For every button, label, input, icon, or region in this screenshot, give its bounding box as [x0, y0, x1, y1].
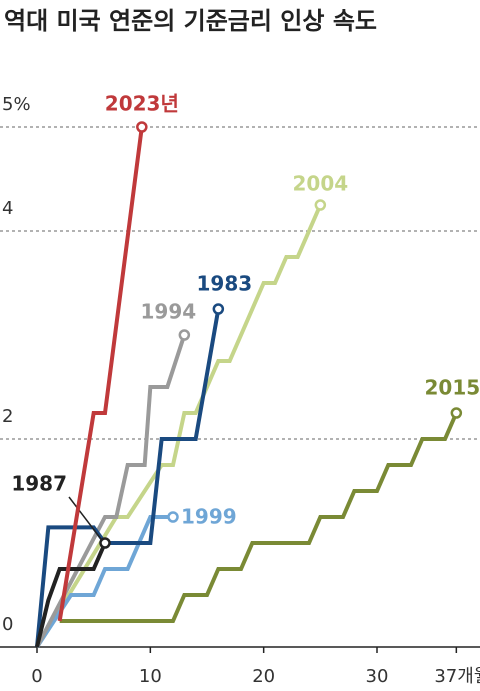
- end-point: [314, 199, 327, 211]
- end-point: [99, 537, 111, 549]
- end-point: [450, 407, 463, 419]
- end-point: [136, 121, 148, 133]
- end-point: [212, 303, 225, 315]
- series-line: [59, 412, 459, 623]
- end-point: [178, 329, 191, 341]
- end-point: [167, 511, 179, 523]
- series-label: 2004: [292, 172, 348, 196]
- y-tick-label: 5%: [2, 94, 31, 115]
- x-tick-label: 30: [366, 666, 389, 687]
- x-tick-label: 37개월: [434, 666, 480, 687]
- series-label: 1994: [140, 300, 196, 324]
- x-tick-label: 0: [31, 666, 42, 687]
- series-line: [35, 515, 173, 649]
- series-label: 1983: [196, 272, 252, 296]
- series-label: 2015: [424, 376, 480, 400]
- leader-line: [68, 496, 102, 540]
- chart-title: 역대 미국 연준의 기준금리 인상 속도: [4, 7, 377, 35]
- x-tick-label: 10: [139, 666, 162, 687]
- series-line: [35, 204, 323, 649]
- series-label: 1987: [11, 472, 67, 496]
- series-label: 2023년: [105, 92, 179, 116]
- series-label: 1999: [181, 505, 237, 529]
- series-line: [57, 126, 144, 622]
- y-tick-label: 0: [2, 614, 13, 635]
- series-line: [35, 334, 187, 648]
- y-tick-label: 2: [2, 406, 13, 427]
- y-tick-label: 4: [2, 198, 13, 219]
- series-line: [35, 308, 221, 648]
- x-tick-label: 20: [252, 666, 275, 687]
- series-line: [35, 542, 107, 648]
